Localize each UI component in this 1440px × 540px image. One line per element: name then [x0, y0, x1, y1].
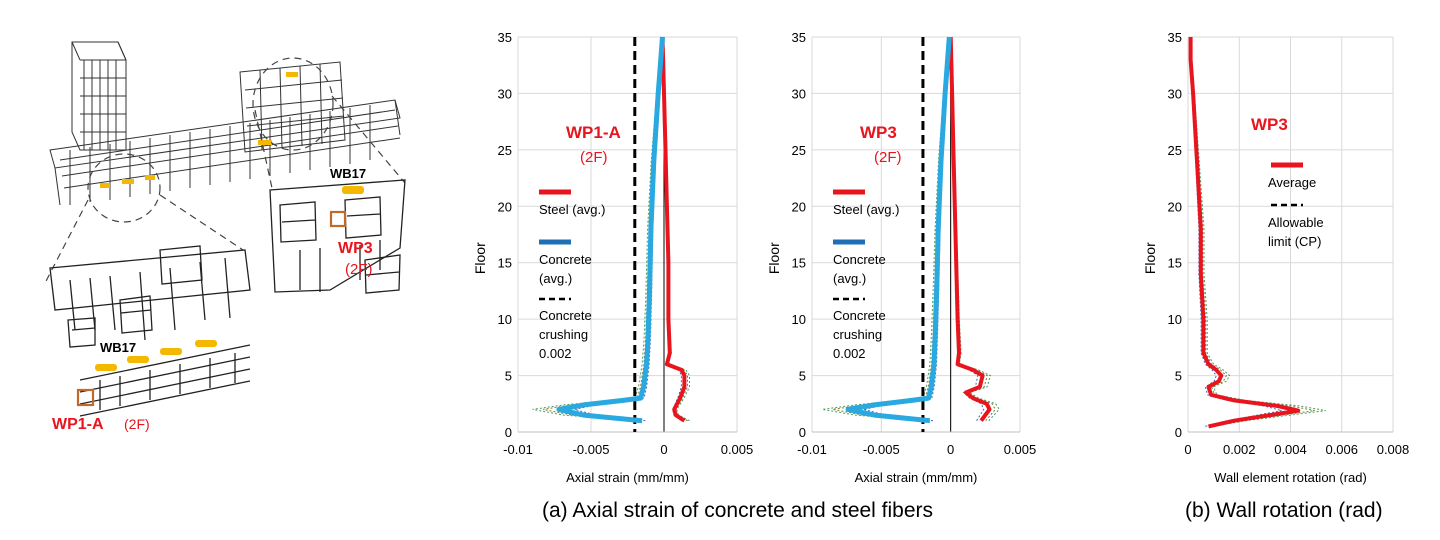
y-tick-label: 25 [792, 143, 806, 158]
x-tick-label: 0.004 [1274, 442, 1307, 457]
y-tick-label: 25 [1168, 143, 1182, 158]
x-tick-label: -0.01 [797, 442, 827, 457]
legend-label-crushing-2: crushing [833, 327, 882, 342]
y-tick-label: 15 [792, 256, 806, 271]
panel-annotation-title: WP3 [860, 123, 897, 142]
structural-model-illustration: WB17 WP3 (2F) WB17 WP1-A (2F) [43, 41, 406, 433]
legend-label-allowable: Allowable [1268, 215, 1324, 230]
x-tick-label: 0.008 [1377, 442, 1410, 457]
caption-b: (b) Wall rotation (rad) [1185, 499, 1383, 522]
legend-label-crushing: Concrete [539, 308, 592, 323]
y-tick-label: 5 [505, 369, 512, 384]
y-tick-label: 20 [498, 199, 512, 214]
y-axis-label: Floor [766, 242, 782, 274]
fiber-line-concrete [822, 36, 950, 422]
x-tick-label: -0.005 [573, 442, 610, 457]
fiber-line-average [1189, 37, 1282, 427]
legend-label-steel: Steel (avg.) [833, 202, 899, 217]
fiber-line-steel [950, 36, 985, 421]
y-tick-label: 35 [498, 30, 512, 45]
y-tick-label: 0 [799, 425, 806, 440]
legend-label-concrete: Concrete [833, 252, 886, 267]
x-tick-label: -0.005 [863, 442, 900, 457]
series-line-steel [948, 36, 992, 422]
x-axis-label: Axial strain (mm/mm) [566, 470, 689, 485]
y-tick-label: 5 [799, 369, 806, 384]
x-tick-label: 0.002 [1223, 442, 1256, 457]
x-tick-label: 0.005 [721, 442, 754, 457]
series-line-concrete [556, 36, 665, 424]
y-tick-label: 15 [498, 256, 512, 271]
y-tick-label: 30 [1168, 86, 1182, 101]
legend-label-concrete: Concrete [539, 252, 592, 267]
x-tick-label: 0 [660, 442, 667, 457]
series-line-steel [660, 36, 687, 423]
fiber-line-concrete [532, 36, 663, 422]
wp3-model-floor: (2F) [345, 261, 373, 278]
panel-annotation-title: WP1-A [566, 123, 621, 142]
y-tick-label: 20 [1168, 199, 1182, 214]
y-tick-label: 0 [1175, 425, 1182, 440]
fiber-line-average [1190, 37, 1326, 427]
legend-label-crushing: Concrete [833, 308, 886, 323]
legend-label-crushing-2: crushing [539, 327, 588, 342]
y-tick-label: 15 [1168, 256, 1182, 271]
legend-label-average: Average [1268, 175, 1316, 190]
x-tick-label: 0.006 [1325, 442, 1358, 457]
series-line-concrete [845, 36, 952, 424]
x-tick-label: 0 [1184, 442, 1191, 457]
legend-label-allowable-2: limit (CP) [1268, 234, 1321, 249]
legend-label-crushing-3: 0.002 [833, 346, 866, 361]
wb17-label-bottom: WB17 [100, 340, 136, 355]
y-tick-label: 10 [1168, 312, 1182, 327]
y-tick-label: 5 [1175, 369, 1182, 384]
wp1a-model-floor: (2F) [124, 416, 150, 432]
x-axis-label: Wall element rotation (rad) [1214, 470, 1367, 485]
fiber-line-steel [950, 36, 1000, 422]
legend-label-concrete-2: (avg.) [539, 271, 572, 286]
x-tick-label: 0 [947, 442, 954, 457]
legend-label-crushing-3: 0.002 [539, 346, 572, 361]
y-tick-label: 30 [792, 86, 806, 101]
chart-wp3-axial-strain: 0 5 10 15 20 25 30 35 -0.01 -0.005 0 0.005 Axial str… [766, 30, 1036, 485]
caption-a: (a) Axial strain of concrete and steel f… [542, 499, 934, 522]
y-tick-label: 10 [498, 312, 512, 327]
y-axis-label: Floor [1142, 242, 1158, 274]
series-line-average [1188, 37, 1301, 429]
wb17-label-top: WB17 [330, 166, 366, 181]
x-tick-label: -0.01 [503, 442, 533, 457]
panel-annotation-floor: (2F) [874, 149, 902, 166]
chart-wp3-wall-rotation: 0 5 10 15 20 25 30 35 0 0.002 0.004 0.006 0.008 Wall … [1142, 30, 1409, 485]
chart-wp1a-axial-strain: 0 5 10 15 20 25 30 35 -0.01 -0.005 0 0.005 Axial str… [472, 30, 753, 485]
y-tick-label: 35 [1168, 30, 1182, 45]
y-tick-label: 25 [498, 143, 512, 158]
y-axis-label: Floor [472, 242, 488, 274]
y-tick-label: 35 [792, 30, 806, 45]
panel-annotation-floor: (2F) [580, 149, 608, 166]
wp3-model-label: WP3 [338, 240, 373, 257]
y-tick-label: 10 [792, 312, 806, 327]
x-tick-label: 0.005 [1004, 442, 1037, 457]
y-tick-label: 0 [505, 425, 512, 440]
y-tick-label: 20 [792, 199, 806, 214]
panel-annotation-title: WP3 [1251, 115, 1288, 134]
legend-label-concrete-2: (avg.) [833, 271, 866, 286]
legend-label-steel: Steel (avg.) [539, 202, 605, 217]
y-tick-label: 30 [498, 86, 512, 101]
x-axis-label: Axial strain (mm/mm) [855, 470, 978, 485]
wp1a-model-label: WP1-A [52, 416, 104, 433]
